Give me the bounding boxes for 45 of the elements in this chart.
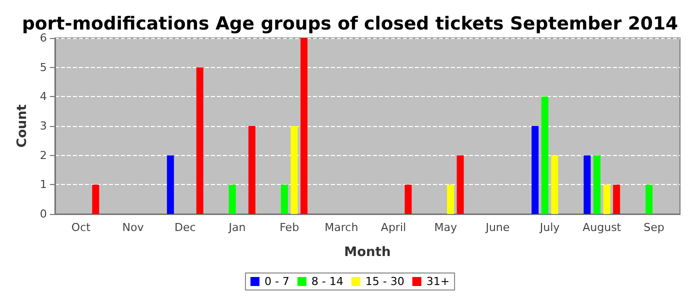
bar: [446, 184, 454, 214]
y-tick-label: 2: [40, 148, 47, 162]
x-tick-label: August: [582, 221, 622, 234]
bar: [404, 184, 412, 214]
bar: [248, 126, 256, 214]
y-axis-title: Count: [15, 104, 30, 148]
bar: [551, 155, 558, 214]
x-tick-label: Jan: [228, 221, 246, 234]
x-tick-label: Sep: [644, 221, 664, 234]
bar: [613, 184, 620, 214]
bar: [456, 155, 464, 214]
y-tick-label: 6: [40, 32, 47, 44]
x-tick-label: May: [434, 221, 458, 234]
y-tick-label: 3: [40, 120, 47, 132]
bar: [196, 67, 204, 214]
x-tick-label: Nov: [122, 221, 144, 234]
legend-label: 15 - 30: [365, 275, 404, 288]
bar: [228, 184, 236, 214]
y-tick-label: 0: [40, 208, 47, 220]
x-axis-title: Month: [344, 245, 391, 260]
bar: [603, 184, 610, 214]
y-tick-label: 5: [40, 60, 47, 74]
bar: [300, 38, 308, 214]
x-tick-label: June: [484, 221, 510, 234]
bar: [541, 96, 548, 214]
x-tick-label: July: [538, 221, 560, 234]
bar: [166, 155, 174, 214]
y-tick-label: 1: [40, 178, 47, 192]
x-tick-label: Feb: [280, 221, 300, 234]
chart-title: port-modifications Age groups of closed tickets September 2014: [22, 14, 678, 34]
legend-label: 0 - 7: [264, 275, 290, 288]
x-tick-label: Oct: [71, 221, 92, 234]
x-tick-label: Dec: [174, 221, 196, 234]
x-tick-label: March: [324, 221, 358, 234]
bar: [290, 126, 298, 214]
bar: [92, 184, 100, 214]
bar: [646, 184, 653, 214]
x-tick-label: April: [380, 221, 406, 234]
bar: [532, 126, 539, 214]
bar: [593, 155, 600, 214]
bar: [280, 184, 288, 214]
legend-label: 31+: [426, 275, 450, 288]
legend-label: 8 - 14: [311, 275, 344, 288]
y-tick-label: 4: [40, 90, 47, 104]
bar: [584, 155, 591, 214]
